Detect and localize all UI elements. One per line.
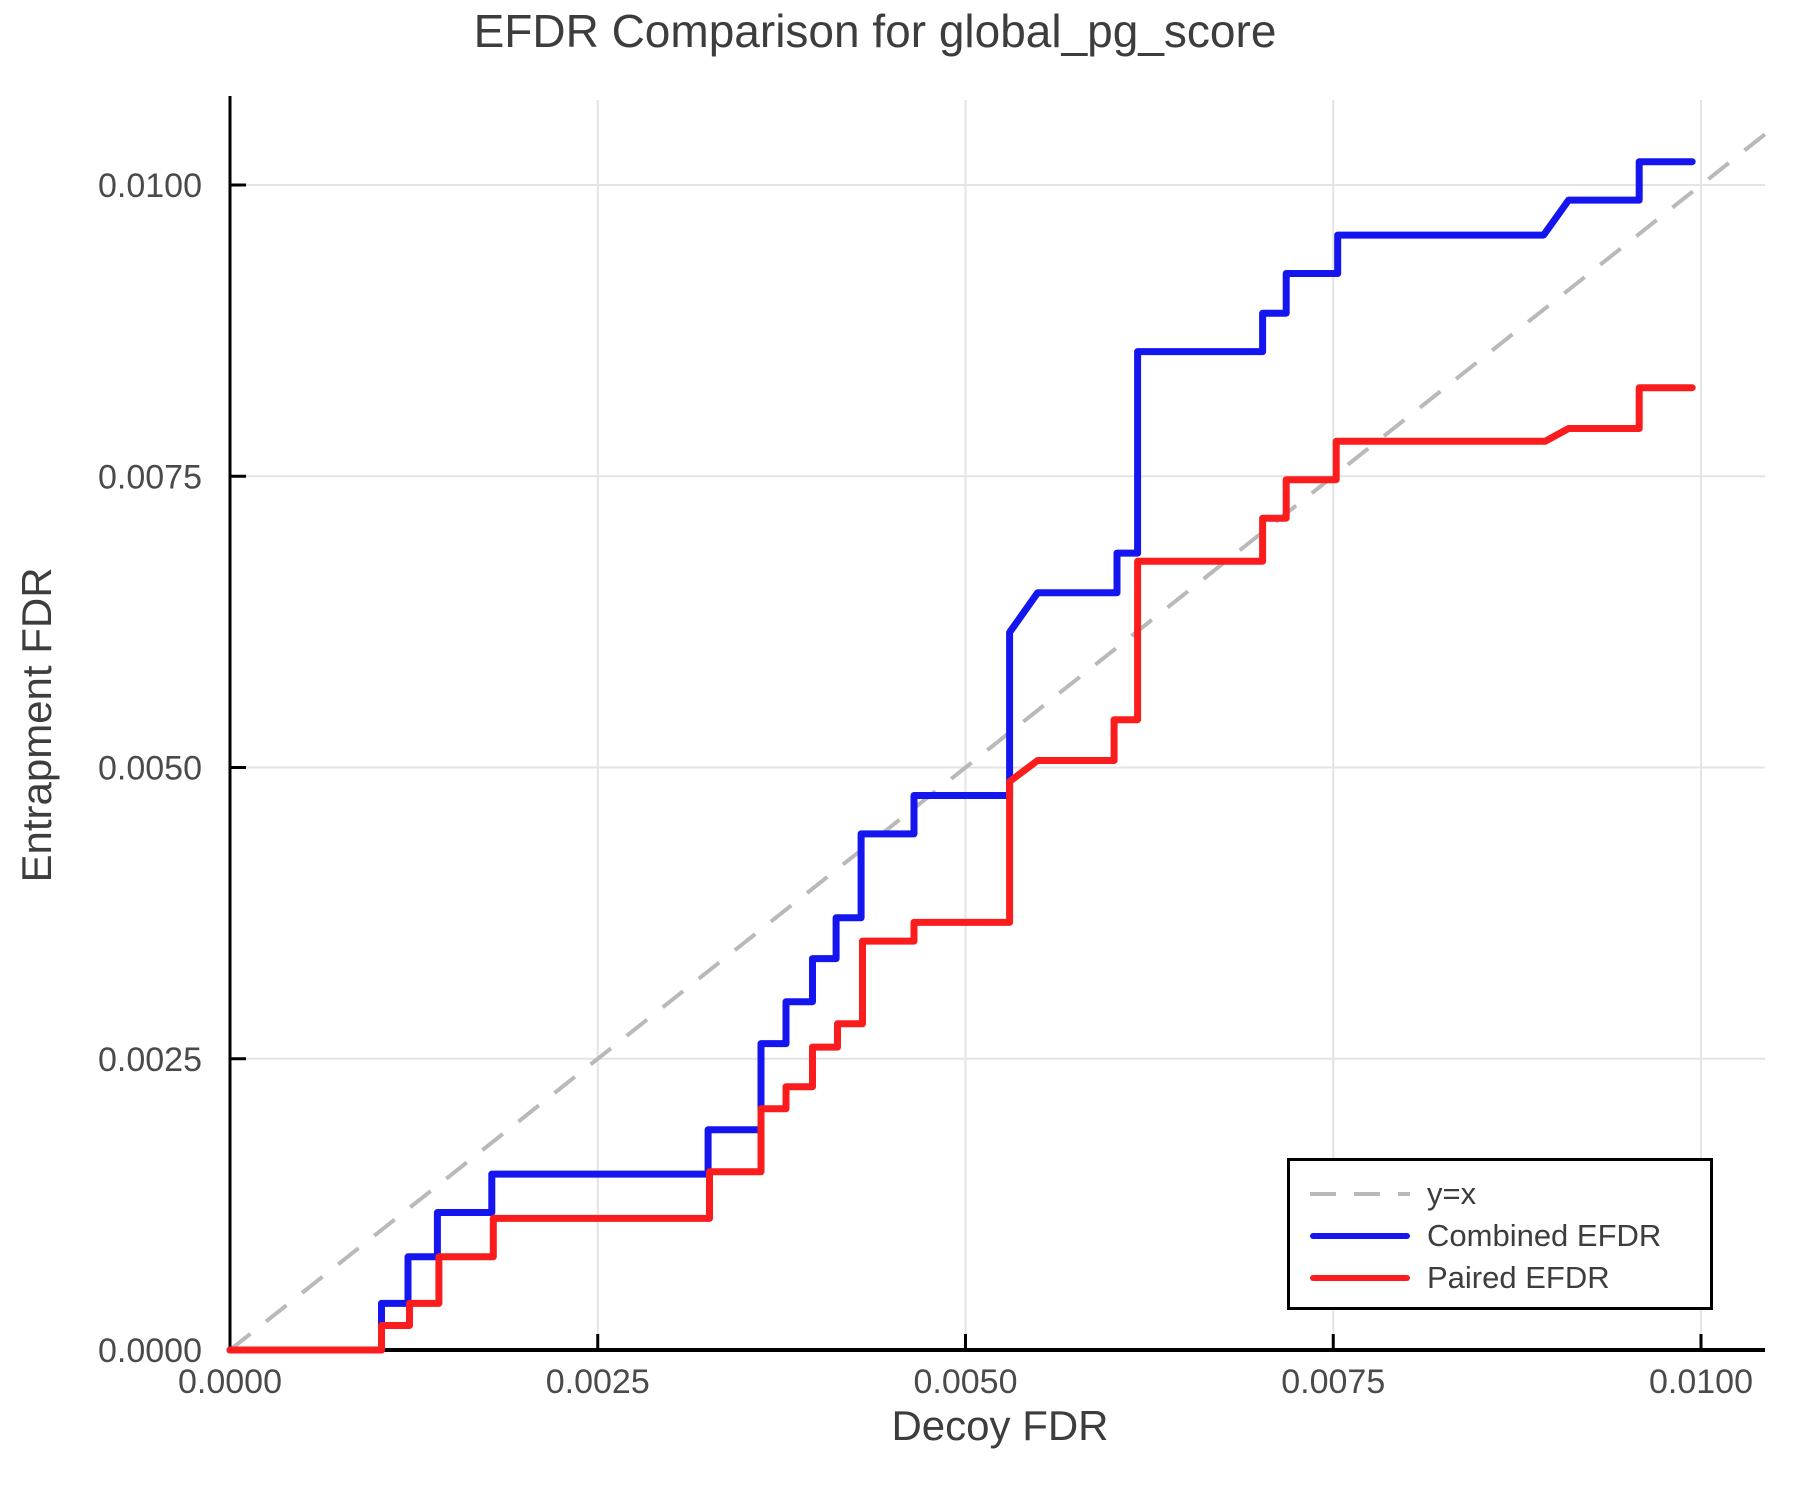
- x-tick-label: 0.0000: [178, 1363, 282, 1401]
- legend-item-paired-efdr: Paired EFDR: [1310, 1257, 1710, 1299]
- legend-line-paired: [1310, 1275, 1410, 1281]
- series-line-y-x: [228, 132, 1767, 1352]
- x-tick-label: 0.0075: [1281, 1363, 1385, 1401]
- y-tick-label: 0.0050: [98, 750, 202, 788]
- y-tick-label: 0.0000: [98, 1332, 202, 1370]
- chart-title: EFDR Comparison for global_pg_score: [473, 5, 1277, 57]
- x-tick-label: 0.0050: [914, 1363, 1018, 1401]
- y-tick-label: 0.0025: [98, 1041, 202, 1079]
- legend-item-yx: y=x: [1310, 1173, 1710, 1215]
- x-tick-label: 0.0100: [1649, 1363, 1753, 1401]
- y-axis-label: Entrapment FDR: [13, 567, 60, 883]
- series-line-combined-efdr: [226, 158, 1696, 1354]
- y-tick-label: 0.0100: [98, 167, 202, 205]
- x-axis-label: Decoy FDR: [891, 1402, 1109, 1449]
- legend-line-dashed: [1310, 1192, 1410, 1196]
- legend-line-combined: [1310, 1233, 1410, 1239]
- x-tick-label: 0.0025: [546, 1363, 650, 1401]
- legend-label: Combined EFDR: [1427, 1218, 1662, 1253]
- legend: y=x Combined EFDR Paired EFDR: [1287, 1158, 1713, 1310]
- y-tick-label: 0.0075: [98, 458, 202, 496]
- series-line-paired-efdr: [226, 384, 1696, 1354]
- legend-label: Paired EFDR: [1427, 1260, 1610, 1295]
- legend-label: y=x: [1427, 1176, 1477, 1211]
- legend-item-combined-efdr: Combined EFDR: [1310, 1215, 1710, 1257]
